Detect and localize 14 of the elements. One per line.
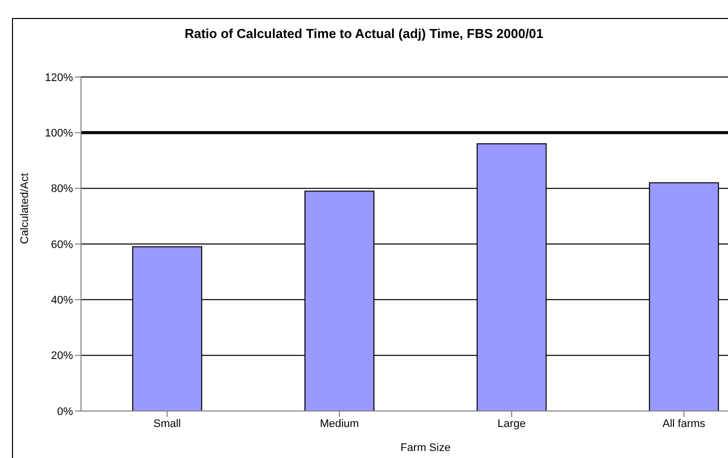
y-tick-label: 100%	[44, 128, 74, 140]
y-tick-label: 120%	[44, 72, 74, 84]
chart-title: Ratio of Calculated Time to Actual (adj) Time, FBS 2000/01	[184, 26, 544, 41]
y-tick-label: 80%	[50, 183, 74, 196]
y-tick-label: 20%	[50, 350, 74, 362]
x-tick-label: All farms	[662, 418, 706, 430]
x-tick-label: Medium	[320, 418, 359, 430]
x-tick-label: Small	[153, 418, 181, 430]
y-tick-label: 60%	[50, 238, 74, 251]
y-tick-label: 40%	[50, 294, 74, 307]
x-axis-title: Farm Size	[400, 442, 451, 454]
x-tick-label: Large	[498, 418, 526, 430]
y-axis-title: Calculated/Act	[18, 173, 31, 244]
y-tick-label: 0%	[57, 406, 74, 418]
